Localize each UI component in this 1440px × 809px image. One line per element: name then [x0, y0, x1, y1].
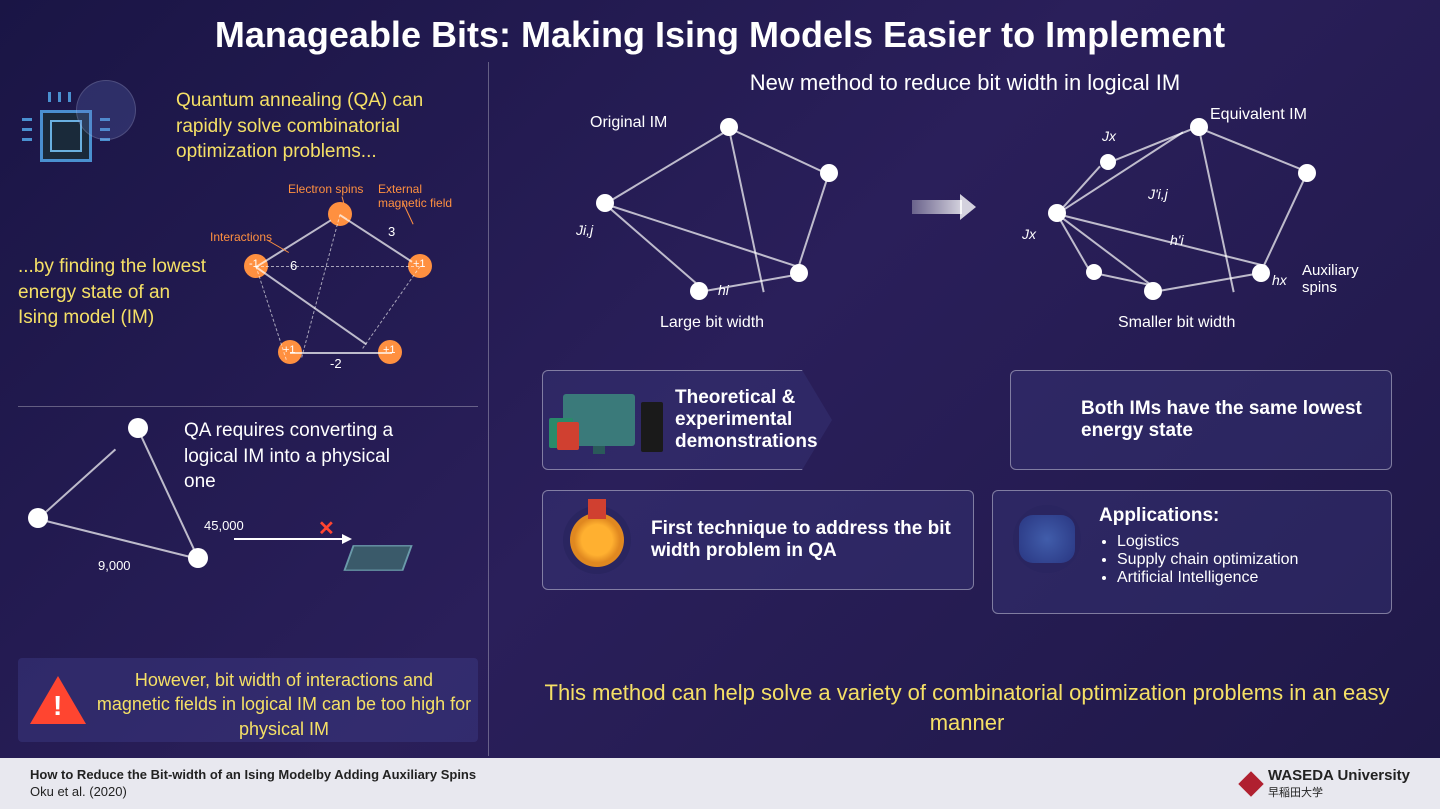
same-energy-card: Both IMs have the same lowest energy sta… — [1010, 370, 1392, 470]
university-logo: WASEDA University 早稲田大学 — [1242, 767, 1410, 800]
conclusion-text: This method can help solve a variety of … — [542, 678, 1392, 737]
footer: How to Reduce the Bit-width of an Ising … — [0, 758, 1440, 809]
horizontal-divider — [18, 406, 478, 407]
right-panel: New method to reduce bit width in logica… — [510, 70, 1420, 750]
main-title: Manageable Bits: Making Ising Models Eas… — [0, 0, 1440, 56]
source-citation: How to Reduce the Bit-width of an Ising … — [30, 767, 476, 801]
left-top-panel: Quantum annealing (QA) can rapidly solve… — [18, 70, 478, 400]
equivalent-im-graph: Equivalent IM Jx Jx J'i,j h'i hx Auxil — [1020, 114, 1400, 344]
right-heading: New method to reduce bit width in logica… — [510, 70, 1420, 96]
first-technique-card: First technique to address the bit width… — [542, 490, 974, 590]
original-im-graph: Original IM Ji,j hi Large bit width — [560, 114, 870, 344]
alert-card: ! However, bit width of interactions and… — [18, 658, 478, 742]
triangle-graph: 9,000 45,000 — [28, 418, 228, 588]
brain-icon — [1013, 505, 1081, 573]
left-bottom-panel: QA requires converting a logical IM into… — [18, 418, 478, 748]
medal-icon — [563, 506, 631, 574]
transform-arrow-icon — [912, 200, 962, 214]
theoretical-card: Theoretical & experimental demonstration… — [542, 370, 1042, 470]
qa-intro-text-1: Quantum annealing (QA) can rapidly solve… — [176, 88, 466, 165]
pentagon-graph: -1 +1 +1 +1 3 6 -2 Electron spins Intera… — [238, 200, 448, 380]
vertical-divider — [488, 62, 489, 756]
monitor-books-icon — [563, 394, 635, 446]
lens-icon — [76, 80, 136, 140]
chip-icon — [28, 98, 104, 174]
logo-diamond-icon — [1238, 771, 1263, 796]
applications-list: Logistics Supply chain optimization Arti… — [1099, 533, 1298, 587]
qa-intro-text-2: ...by finding the lowest energy state of… — [18, 254, 213, 331]
applications-card: Applications: Logistics Supply chain opt… — [992, 490, 1392, 614]
x-mark-icon: ✕ — [318, 516, 335, 541]
alert-icon: ! — [30, 676, 86, 724]
physical-chip-icon — [343, 545, 412, 571]
